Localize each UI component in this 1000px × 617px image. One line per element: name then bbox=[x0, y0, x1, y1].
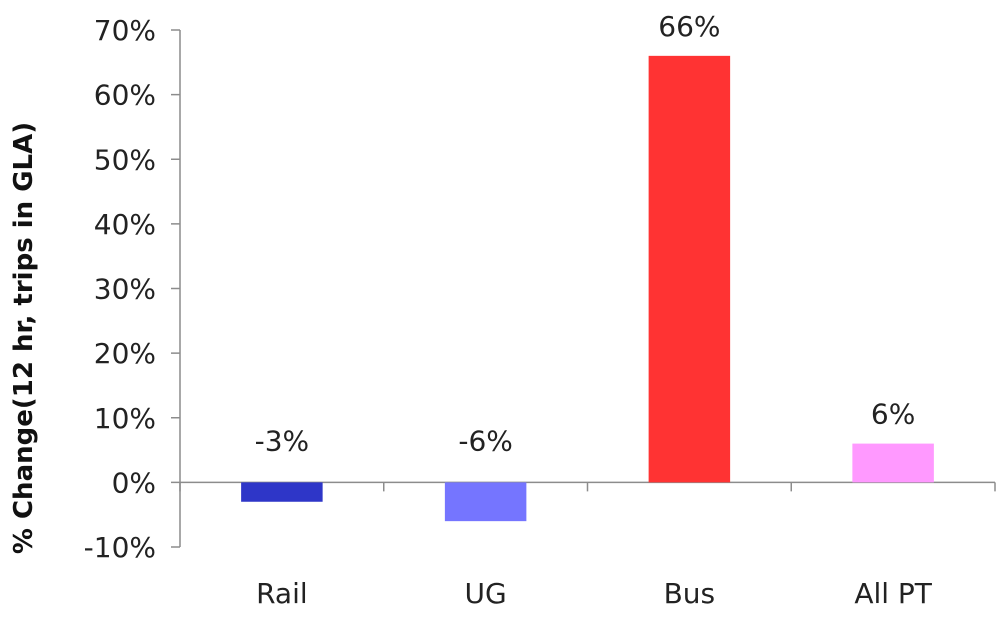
bar-rail bbox=[241, 482, 323, 502]
x-category-label: All PT bbox=[854, 577, 932, 610]
y-tick-label: -10% bbox=[84, 531, 156, 564]
x-category-label: UG bbox=[465, 577, 507, 610]
bar-ug bbox=[444, 482, 527, 522]
y-tick-label: 0% bbox=[112, 466, 156, 499]
y-tick-label: 10% bbox=[94, 402, 156, 435]
y-tick-label: 40% bbox=[94, 208, 156, 241]
y-tick-label: 60% bbox=[94, 79, 156, 112]
bar-all-pt bbox=[852, 443, 934, 483]
y-tick-label: 50% bbox=[94, 143, 156, 176]
data-label: 6% bbox=[871, 398, 915, 431]
y-tick-label: 70% bbox=[94, 14, 156, 47]
data-label: -6% bbox=[458, 424, 513, 457]
x-category-label: Bus bbox=[664, 577, 716, 610]
data-label: 66% bbox=[658, 10, 720, 43]
y-axis-title: % Change(12 hr, trips in GLA) bbox=[9, 122, 39, 554]
y-tick-label: 20% bbox=[94, 337, 156, 370]
bar-bus bbox=[648, 55, 731, 483]
data-label: -3% bbox=[255, 424, 310, 457]
x-category-label: Rail bbox=[256, 577, 308, 610]
y-tick-label: 30% bbox=[94, 273, 156, 306]
